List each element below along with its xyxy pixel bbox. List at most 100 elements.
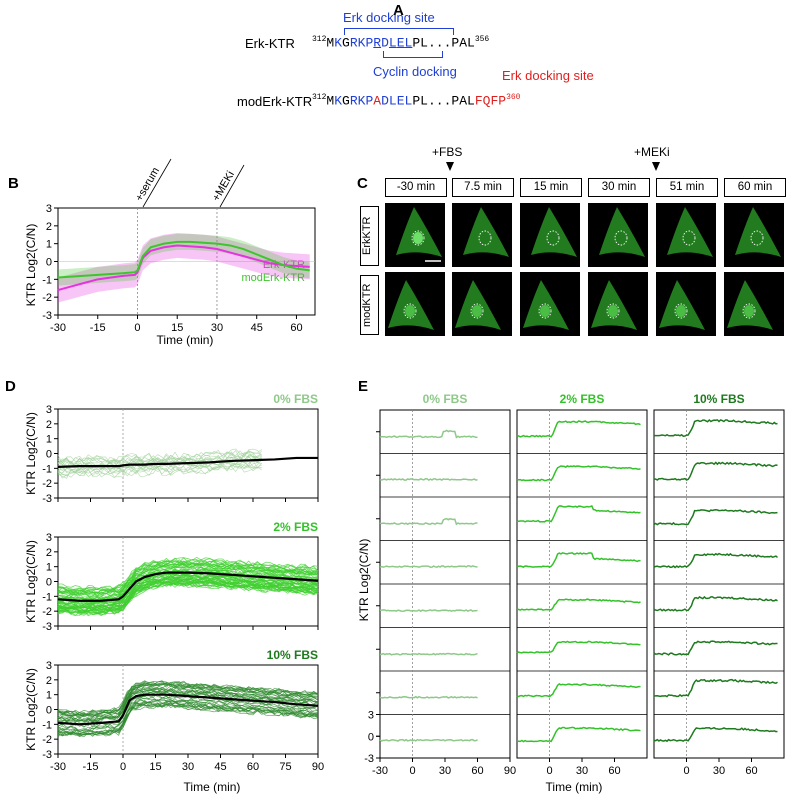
panel-b-meki-annot: +MEKi [210,169,237,203]
panel-d-single-trace [57,683,318,717]
panel-c-row-label: ErkKTR [360,206,379,266]
panel-d-ytick-label: 2 [46,419,52,431]
panel-d-ytick-label: -3 [42,621,52,633]
moderk-ktr-sequence: 312MKGRKPADLELPL...PALFQFP360 [312,93,521,109]
moderk-residue: P [451,93,460,109]
microscopy-image [588,203,648,267]
panel-d-xtick-label: 15 [149,761,161,773]
panel-d-single-trace [57,581,319,615]
panel-b-ytick-label: -3 [42,310,52,322]
panel-d-ytick-label: -1 [42,591,52,603]
panel-e-cell-trace [516,598,641,611]
panel-e-cell-trace [653,595,778,612]
panel-d-single-trace [57,560,318,594]
erk-residue: K [357,35,366,51]
panel-b-ytick-label: -2 [42,292,52,304]
panel-d-mean-line [57,571,319,602]
moderk-residue: M [326,93,335,109]
panel-d-xtick-label: 45 [214,761,226,773]
panel-b-xtick-label: 60 [290,322,302,334]
panel-b-label: B [8,175,19,192]
cyclin-docking-label: Cyclin docking [373,64,457,79]
panel-d-xtick-label: 30 [182,761,194,773]
panel-c-time-label: 60 min [724,178,786,197]
panel-c-meki-annot: +MEKi [634,145,670,159]
panel-d-xlabel: Time (min) [184,780,241,794]
panel-d-single-trace [57,448,262,464]
erk-residue: R [373,35,382,51]
panel-e-cell-trace [653,461,778,481]
panel-e-ytick-label: 0 [368,731,374,743]
panel-e-cell-trace [517,726,641,743]
panel-e-xtick-label: 60 [471,765,483,777]
panel-e-xtick-label: 90 [504,765,516,777]
panel-b-ytick-label: 0 [46,257,52,269]
panel-d-single-trace [57,464,262,479]
moderk-ktr-name: modErk-KTR [237,94,313,109]
panel-e-cell-trace [379,652,478,656]
panel-e-label: E [358,378,369,395]
panel-e-xtick-label: 30 [713,765,725,777]
moderk-residue: L [388,93,397,109]
erk-docking-label: Erk docking site [343,10,435,25]
microscopy-image [724,203,784,267]
panel-b-ytick-label: -1 [42,274,52,286]
microscopy-image [385,203,445,267]
erk-residue: ... [427,35,452,51]
panel-d-ytick-label: 0 [46,705,52,717]
panel-c-meki-arrow [652,162,660,171]
panel-e-xtick-label: 0 [683,765,689,777]
erk-docking-bracket [344,28,454,35]
panel-d-single-trace [57,687,319,723]
panel-d-mean-line [57,693,319,726]
panel-d-ytick-label: -1 [42,719,52,731]
microscopy-image [588,272,648,336]
moderk-residue: E [396,93,405,109]
moderk-residue: L [467,93,475,109]
panel-d-ytick-label: -2 [42,606,52,618]
mod-docking-label: Erk docking site [502,68,594,83]
panel-b-meki-underline [219,164,245,208]
panel-e-cell-trace [653,678,778,698]
panel-e-cell-trace [379,429,478,439]
panel-d-ytick-label: 2 [46,675,52,687]
microscopy-image [452,272,512,336]
panel-e-xtick-label: 60 [745,765,757,777]
panel-a-label: A [393,2,404,19]
panel-d-ylabel: KTR Log2(C/N) [24,540,38,623]
panel-e-cell-trace [379,609,478,613]
moderk-residue: D [381,93,389,109]
panel-d-label: D [5,378,16,395]
erk-residue: K [334,35,343,51]
microscopy-image [520,203,580,267]
panel-d-frame [57,408,319,499]
panel-c-time-label: -30 min [385,178,447,197]
panel-b-xlabel: Time (min) [157,333,214,347]
moderk-residue: K [357,93,366,109]
panel-d-single-trace [57,563,319,598]
panel-d-xtick-label: 90 [312,761,324,773]
panel-d-single-trace [57,459,262,475]
erk-residue: G [342,35,350,51]
erk-ktr-sequence: 312MKGRKPRDLELPL...PAL356 [312,35,490,51]
panel-d-single-trace [57,701,319,735]
moderk-residue: Q [482,93,491,109]
moderk-residue: L [420,93,428,109]
panel-d-single-trace [57,681,319,715]
erk-residue: L [420,35,428,51]
moderk-residue: G [342,93,350,109]
panel-d-ytick-label: -3 [42,749,52,761]
microscopy-image [452,203,512,267]
panel-d-subplot-title: 2% FBS [273,520,318,534]
panel-d-single-trace [57,449,262,465]
microscopy-image [724,272,784,336]
panel-e-cell-trace [516,552,641,568]
panel-e-cell-trace [653,640,778,656]
panel-e-cell-trace [653,418,778,437]
moderk-residue: ... [427,93,452,109]
panel-b-serum-annot: +serum [133,165,162,203]
panel-b-ytick-label: 2 [46,221,52,233]
erk-residue: D [381,35,389,51]
erk-residue: P [451,35,460,51]
